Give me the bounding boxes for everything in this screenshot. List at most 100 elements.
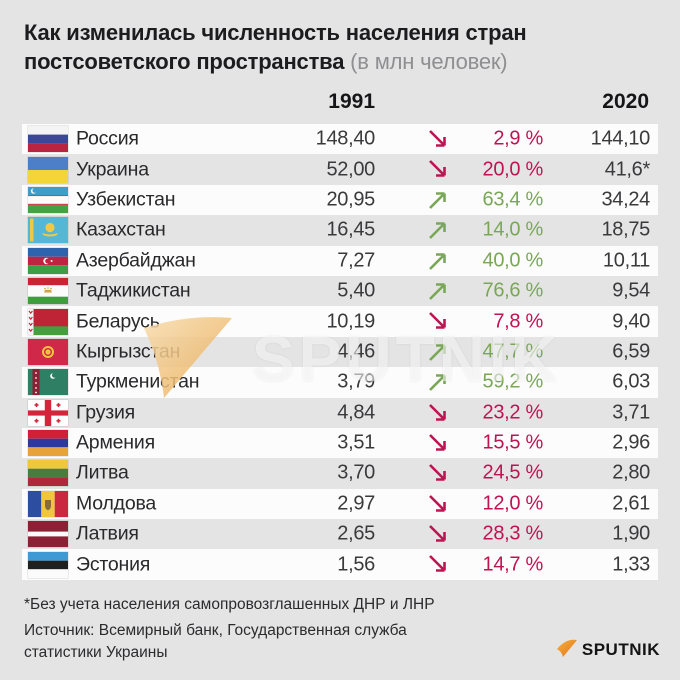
change-percent: 20,0 % bbox=[482, 158, 544, 181]
flag-icon-belarus bbox=[28, 308, 68, 335]
flag-icon-kazakhstan bbox=[28, 217, 68, 244]
table-row: Грузия 4,84 23,2 % 3,71 bbox=[22, 398, 658, 428]
trend-down-icon bbox=[426, 492, 450, 516]
country-name: Украина bbox=[76, 158, 149, 181]
population-1991: 2,97 bbox=[337, 492, 375, 515]
change-percent: 7,8 % bbox=[493, 310, 543, 333]
page-title: Как изменилась численность населения стр… bbox=[24, 19, 654, 76]
flag-icon-moldova bbox=[28, 490, 68, 517]
population-1991: 20,95 bbox=[326, 188, 375, 211]
country-name: Эстония bbox=[76, 553, 151, 576]
change-percent: 24,5 % bbox=[482, 461, 544, 484]
column-header-1991: 1991 bbox=[328, 90, 375, 113]
change-percent: 59,2 % bbox=[482, 370, 544, 393]
flag-icon-latvia bbox=[28, 521, 68, 548]
population-2020: 3,71 bbox=[612, 401, 650, 424]
population-1991: 3,70 bbox=[337, 461, 375, 484]
table-row: Туркменистан 3,79 59,2 % 6,03 bbox=[22, 367, 658, 398]
population-2020: 2,61 bbox=[612, 492, 650, 515]
country-name: Казахстан bbox=[76, 218, 166, 241]
population-2020: 1,90 bbox=[612, 522, 650, 545]
logo-text: SPUTNIK bbox=[581, 639, 660, 659]
country-name: Азербайджан bbox=[76, 249, 196, 272]
change-percent: 63,4 % bbox=[482, 188, 544, 211]
population-1991: 7,27 bbox=[337, 249, 375, 272]
change-percent: 28,3 % bbox=[482, 522, 544, 545]
change-percent: 40,0 % bbox=[482, 249, 544, 272]
trend-down-icon bbox=[426, 401, 450, 425]
change-percent: 47,7 % bbox=[482, 340, 544, 363]
change-percent: 14,0 % bbox=[482, 218, 544, 241]
change-percent: 14,7 % bbox=[482, 553, 544, 576]
population-1991: 10,19 bbox=[326, 310, 375, 333]
sputnik-logo: SPUTNIK bbox=[556, 636, 660, 663]
change-percent: 23,2 % bbox=[482, 401, 544, 424]
table-row: Беларусь 10,19 7,8 % 9,40 bbox=[22, 306, 658, 337]
population-2020: 144,10 bbox=[590, 127, 651, 150]
table-row: Казахстан 16,45 14,0 % 18,75 bbox=[22, 215, 658, 245]
table-row: Узбекистан 20,95 63,4 % 34,24 bbox=[22, 184, 658, 216]
population-2020: 18,75 bbox=[601, 218, 650, 241]
country-name: Латвия bbox=[76, 522, 139, 545]
trend-up-icon bbox=[426, 370, 450, 394]
flag-icon-tajikistan bbox=[28, 278, 68, 305]
flag-icon-armenia bbox=[28, 430, 68, 457]
population-1991: 1,56 bbox=[337, 553, 375, 576]
trend-down-icon bbox=[426, 431, 450, 455]
column-headers: 1991 2020 bbox=[0, 90, 680, 116]
trend-up-icon bbox=[426, 249, 450, 273]
population-1991: 148,40 bbox=[315, 127, 376, 150]
country-name: Армения bbox=[76, 431, 155, 454]
table-row: Украина 52,00 20,0 % 41,6* bbox=[22, 154, 658, 184]
population-1991: 16,45 bbox=[326, 218, 375, 241]
population-1991: 4,46 bbox=[337, 340, 375, 363]
change-percent: 76,6 % bbox=[482, 279, 544, 302]
country-name: Узбекистан bbox=[76, 188, 176, 211]
change-percent: 2,9 % bbox=[493, 127, 543, 150]
flag-icon-ukraine bbox=[28, 156, 68, 183]
population-2020: 2,96 bbox=[612, 431, 650, 454]
footnote: *Без учета населения самопровозглашенных… bbox=[24, 596, 435, 613]
trend-up-icon bbox=[426, 340, 450, 364]
source-note: Источник: Всемирный банк, Государственна… bbox=[24, 622, 407, 661]
population-2020: 9,40 bbox=[612, 310, 650, 333]
country-name: Литва bbox=[76, 461, 129, 484]
population-2020: 6,03 bbox=[612, 370, 650, 393]
trend-up-icon bbox=[426, 279, 450, 303]
population-1991: 5,40 bbox=[337, 279, 375, 302]
trend-down-icon bbox=[426, 522, 450, 546]
country-name: Молдова bbox=[76, 492, 157, 515]
country-name: Грузия bbox=[76, 401, 136, 424]
population-1991: 3,51 bbox=[337, 431, 375, 454]
flag-icon-georgia bbox=[28, 399, 68, 426]
flag-icon-lithuania bbox=[28, 460, 68, 487]
population-2020: 1,33 bbox=[612, 553, 650, 576]
title-main: Как изменилась численность населения стр… bbox=[24, 20, 527, 74]
country-name: Таджикистан bbox=[76, 279, 191, 302]
flag-icon-turkmenistan bbox=[28, 369, 68, 396]
table-row: Азербайджан 7,27 40,0 % 10,11 bbox=[22, 245, 658, 276]
column-header-2020: 2020 bbox=[602, 90, 649, 113]
flag-icon-estonia bbox=[28, 551, 68, 578]
country-name: Кыргызстан bbox=[76, 340, 181, 363]
flag-icon-russia bbox=[28, 126, 68, 153]
table-row: Армения 3,51 15,5 % 2,96 bbox=[22, 427, 658, 459]
title-unit: (в млн человек) bbox=[350, 48, 508, 74]
flag-icon-azerbaijan bbox=[28, 247, 68, 274]
table-row: Латвия 2,65 28,3 % 1,90 bbox=[22, 519, 658, 549]
change-percent: 15,5 % bbox=[482, 431, 544, 454]
population-2020: 41,6* bbox=[604, 158, 651, 181]
trend-down-icon bbox=[426, 309, 450, 333]
table-row: Молдова 2,97 12,0 % 2,61 bbox=[22, 488, 658, 520]
population-1991: 4,84 bbox=[337, 401, 375, 424]
country-name: Туркменистан bbox=[76, 370, 200, 393]
table-row: Литва 3,70 24,5 % 2,80 bbox=[22, 458, 658, 488]
population-1991: 52,00 bbox=[326, 158, 375, 181]
sputnik-flame-icon bbox=[556, 636, 578, 663]
table-row: Таджикистан 5,40 76,6 % 9,54 bbox=[22, 276, 658, 306]
flag-icon-uzbekistan bbox=[28, 186, 68, 213]
population-table: Россия 148,40 2,9 % 144,10 Украина 52,00… bbox=[22, 124, 658, 580]
trend-up-icon bbox=[426, 188, 450, 212]
population-1991: 3,79 bbox=[337, 370, 375, 393]
